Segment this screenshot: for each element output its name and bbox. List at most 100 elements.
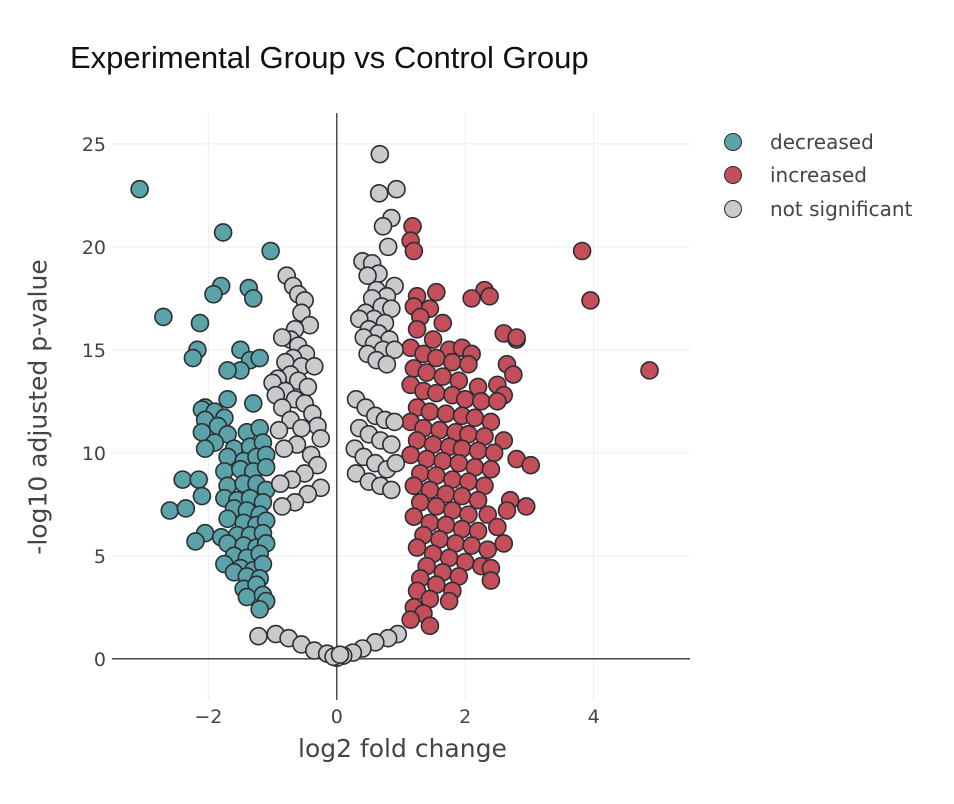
y-tick-label: 15 [82,340,106,362]
y-axis-label: -log10 adjusted p-value [23,259,53,555]
data-point-increased [488,517,507,537]
data-point-increased [433,313,453,333]
legend-swatch-not-significant [724,199,742,218]
data-point-increased [427,383,446,403]
data-point-increased [521,455,541,475]
data-point-increased [420,402,440,421]
data-point-not-significant [308,455,327,475]
data-point-not-significant [272,497,292,516]
data-point-not-significant [272,328,292,347]
data-point-decreased [192,486,212,506]
data-point-increased [436,404,456,424]
legend-item-increased[interactable]: increased [724,159,912,193]
axis-layer [112,113,690,700]
data-point-increased [404,476,424,496]
data-point-increased [459,354,478,374]
data-point-increased [401,610,420,629]
data-point-not-significant [292,418,311,438]
y-tick-label: 5 [94,546,106,568]
legend-label: not significant [770,196,913,221]
data-point-decreased [130,179,149,199]
data-point-not-significant [387,179,406,199]
data-point-decreased [250,600,270,619]
data-point-not-significant [370,144,390,164]
data-point-decreased [213,223,233,242]
data-point-not-significant [274,439,294,459]
data-point-not-significant [369,184,389,203]
data-point-increased [407,319,427,339]
data-point-not-significant [311,429,331,448]
data-point-increased [404,241,424,261]
legend-item-not-significant[interactable]: not significant [724,192,912,226]
data-point-decreased [218,361,237,380]
data-point-increased [427,282,446,302]
data-point-not-significant [373,216,393,236]
data-point-not-significant [330,645,350,664]
data-point-decreased [243,289,263,308]
data-point-not-significant [377,354,397,374]
data-point-increased [640,361,659,380]
tick-labels-layer: −2 0 2 4 0 5 10 15 20 25 [82,134,600,728]
data-point-increased [507,328,526,347]
data-point-increased [478,540,498,559]
data-point-increased [462,289,481,308]
points-layer [130,144,659,668]
data-point-increased [465,408,485,428]
data-point-decreased [218,509,237,529]
x-tick-label: 2 [459,706,471,728]
data-point-decreased [186,532,205,551]
data-point-increased [481,571,501,590]
data-point-decreased [204,284,223,304]
data-point-not-significant [378,237,398,257]
data-point-increased [468,490,488,510]
data-point-not-significant [385,412,404,432]
data-point-decreased [190,313,210,333]
data-point-increased [480,287,499,306]
data-point-not-significant [249,626,268,646]
x-tick-label: 0 [331,706,343,728]
data-point-increased [488,392,507,411]
data-point-not-significant [346,464,366,483]
legend-item-decreased[interactable]: decreased [724,125,912,159]
y-tick-label: 0 [94,649,106,671]
data-point-not-significant [382,480,401,500]
y-tick-label: 25 [82,134,106,156]
data-point-increased [439,591,459,611]
data-point-not-significant [382,435,401,454]
legend-label: increased [770,163,867,188]
data-point-increased [478,505,498,524]
data-point-decreased [195,439,215,459]
legend: decreased increased not significant [724,125,912,226]
data-point-not-significant [270,474,290,494]
data-point-increased [494,534,514,553]
data-point-not-significant [298,377,318,397]
data-point-increased [433,367,453,386]
data-point-decreased [218,389,237,409]
data-point-decreased [256,457,276,477]
data-point-increased [417,363,436,382]
data-point-increased [497,501,517,520]
chart-title: Experimental Group vs Control Group [70,40,589,75]
data-point-decreased [154,307,173,327]
data-point-increased [581,291,600,310]
data-point-decreased [183,348,203,368]
legend-swatch-increased [724,166,742,185]
data-point-increased [420,616,440,636]
data-point-decreased [243,394,263,413]
y-tick-label: 10 [82,443,106,465]
data-point-decreased [261,241,280,261]
data-point-not-significant [269,420,289,440]
data-point-increased [516,497,536,516]
legend-swatch-decreased [724,132,742,151]
data-point-increased [407,538,427,557]
data-point-decreased [173,470,192,489]
data-point-increased [423,330,443,349]
data-point-not-significant [385,340,404,360]
x-axis-label: log2 fold change [298,734,507,763]
data-point-increased [471,392,491,411]
x-tick-label: −2 [194,706,222,728]
y-tick-label: 20 [82,237,106,259]
data-point-not-significant [298,484,318,504]
data-point-decreased [189,470,208,489]
